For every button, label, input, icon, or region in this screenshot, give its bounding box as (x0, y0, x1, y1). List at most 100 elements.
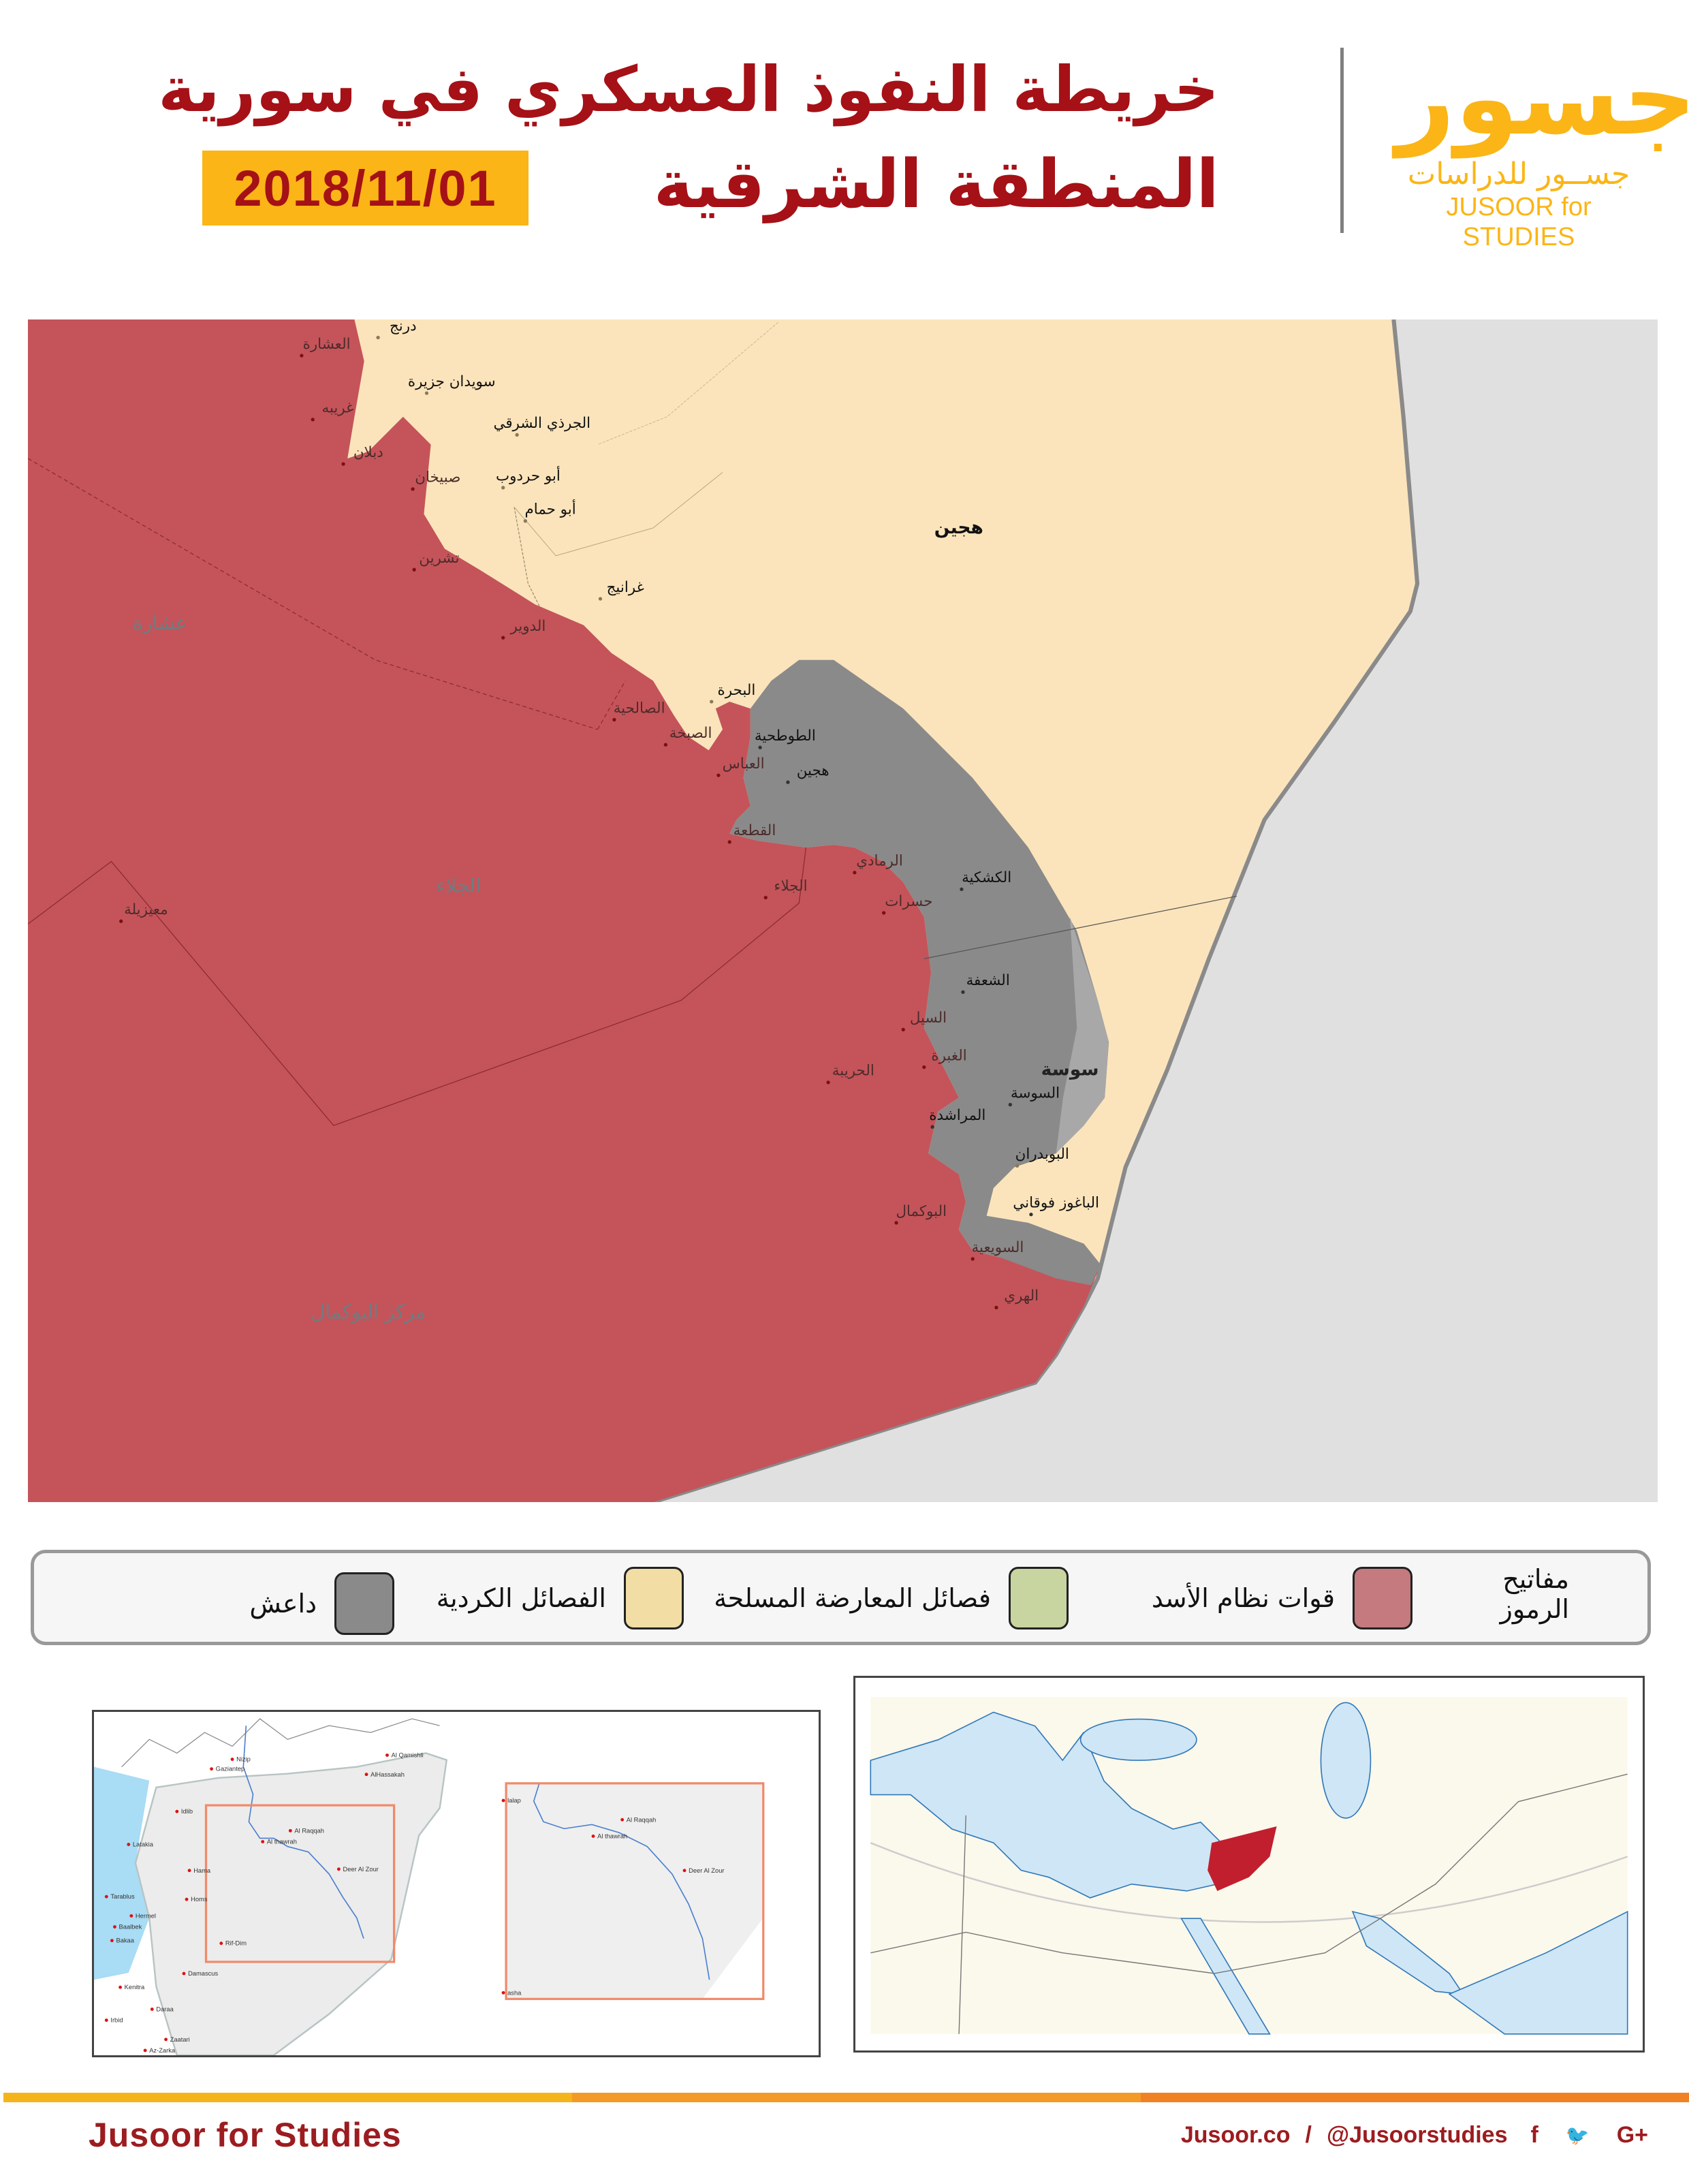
city-label: Idlib (181, 1808, 193, 1815)
city-marker (110, 1939, 114, 1943)
region-label: مركز البوكمال (311, 1300, 426, 1324)
legend-heading-line: مفاتيح (1502, 1564, 1569, 1594)
city-label: Daraa (156, 2006, 174, 2013)
place-marker (300, 354, 304, 358)
city-marker (288, 1828, 292, 1832)
place-label: حسرات (885, 893, 932, 910)
separator: / (1305, 2122, 1312, 2148)
facebook-icon[interactable]: f (1530, 2122, 1538, 2148)
city-marker (113, 1925, 116, 1929)
place-label: السيل (910, 1010, 947, 1027)
place-marker (826, 1080, 830, 1085)
zoomed-river (533, 1783, 710, 1980)
country-borders (121, 1718, 440, 1768)
place-marker (1008, 1102, 1012, 1107)
website-link[interactable]: Jusoor.co (1180, 2122, 1291, 2148)
place-marker (727, 840, 731, 844)
district-boundary (514, 471, 723, 557)
place-marker (922, 1065, 926, 1070)
place-marker (1015, 1164, 1020, 1168)
city-marker (104, 1894, 108, 1899)
place-marker (376, 335, 380, 340)
place-label: أبو حمام (524, 500, 575, 518)
place-marker (994, 1305, 998, 1310)
city-marker (185, 1897, 189, 1901)
map-title: خريطة النفوذ العسكري في سورية (158, 53, 1219, 126)
place-marker (786, 780, 790, 784)
city-marker (164, 2038, 168, 2042)
place-label: الشعفة (966, 972, 1010, 989)
syria-locator-inset: Al Qamishli AlHassakah Gaziantep Nizip Idlib… (92, 1710, 821, 2057)
city-label: Baalbek (119, 1924, 142, 1931)
place-marker (523, 519, 527, 523)
zoom-area-frame (204, 1804, 396, 1963)
city-label: Gaziantep (216, 1766, 245, 1773)
city-label: Irbid (110, 2017, 123, 2024)
black-sea (1079, 1718, 1197, 1761)
place-marker (501, 636, 505, 640)
legend: مفاتيح الرموز قوات نظام الأسد فصائل المع… (31, 1550, 1651, 1645)
date-text: 2018/11/01 (234, 159, 497, 217)
city-marker (219, 1941, 223, 1946)
country-borders (958, 1815, 966, 2034)
regime-area (28, 319, 1098, 1502)
place-label: الهري (1004, 1288, 1039, 1305)
place-marker (961, 990, 965, 994)
city-marker (336, 1867, 341, 1871)
google-plus-icon[interactable]: G+ (1616, 2122, 1648, 2148)
city-marker (129, 1914, 133, 1918)
place-marker (412, 567, 416, 572)
city-label: Kenitra (125, 1984, 145, 1991)
place-label: المراشدة (929, 1107, 985, 1124)
city-label: Al thawrah (597, 1833, 627, 1840)
place-label: البوكمال (896, 1203, 947, 1220)
legend-label: قوات نظام الأسد (1151, 1583, 1335, 1613)
place-marker (598, 597, 603, 601)
city-label: Bakaa (116, 1937, 134, 1944)
place-label: الجلاء (774, 877, 807, 894)
city-marker (182, 1971, 186, 1976)
city-label: Deer Al Zour (689, 1867, 724, 1874)
logo-arabic: جســور للدراسات (1407, 157, 1630, 191)
legend-label: فصائل المعارضة المسلحة (714, 1583, 991, 1613)
city-marker (501, 1991, 505, 1995)
legend-item-regime: قوات نظام الأسد (1152, 1565, 1412, 1631)
place-marker (612, 717, 616, 722)
place-marker (501, 486, 505, 490)
date-badge: 2018/11/01 (202, 151, 528, 225)
header-divider (1340, 48, 1344, 233)
big-label-sousa: سوسة (1041, 1059, 1099, 1080)
logo-mark: جسور (1396, 40, 1689, 158)
caspian-sea (1320, 1702, 1372, 1819)
place-marker (341, 462, 345, 466)
outside-area (653, 319, 1658, 1502)
legend-heading-line: الرموز (1500, 1594, 1569, 1624)
place-label: الصالحية (614, 700, 665, 717)
zoomed-syria-shape (506, 1783, 763, 1999)
twitter-icon[interactable]: 🐦 (1565, 2125, 1590, 2146)
place-label: الصبخة (669, 725, 712, 742)
place-marker (663, 743, 668, 747)
footer-bar-yellow (3, 2093, 572, 2102)
city-label: Latakia (133, 1841, 154, 1848)
arabian-sea (1448, 1910, 1628, 2035)
twitter-handle-link[interactable]: @Jusoorstudies (1326, 2122, 1508, 2148)
city-label: Az-Zarka (149, 2047, 176, 2054)
control-map: عشارة الجلاء مركز البوكمال درنج العشارة سو… (28, 319, 1658, 1502)
place-label: صبيخان (415, 469, 460, 486)
city-marker (385, 1753, 389, 1757)
place-marker (763, 895, 768, 900)
place-label: السوسة (1011, 1085, 1060, 1102)
city-label: Hama (193, 1867, 211, 1874)
city-label: Hermel (136, 1912, 156, 1919)
footer-bar-orange (572, 2093, 1141, 2102)
city-label: Al Raqqah (627, 1816, 657, 1823)
district-boundary (28, 458, 598, 730)
place-label: البوبدران (1015, 1146, 1069, 1163)
logo-english: JUSOOR for STUDIES (1446, 193, 1592, 251)
place-marker (894, 1221, 898, 1225)
inset-city-labels: Al Qamishli AlHassakah Gaziantep Nizip Idlib… (104, 1752, 725, 2054)
place-label: أبو حردوب (496, 467, 561, 485)
big-label-hajin: هجين (934, 517, 983, 538)
city-marker (364, 1773, 368, 1777)
